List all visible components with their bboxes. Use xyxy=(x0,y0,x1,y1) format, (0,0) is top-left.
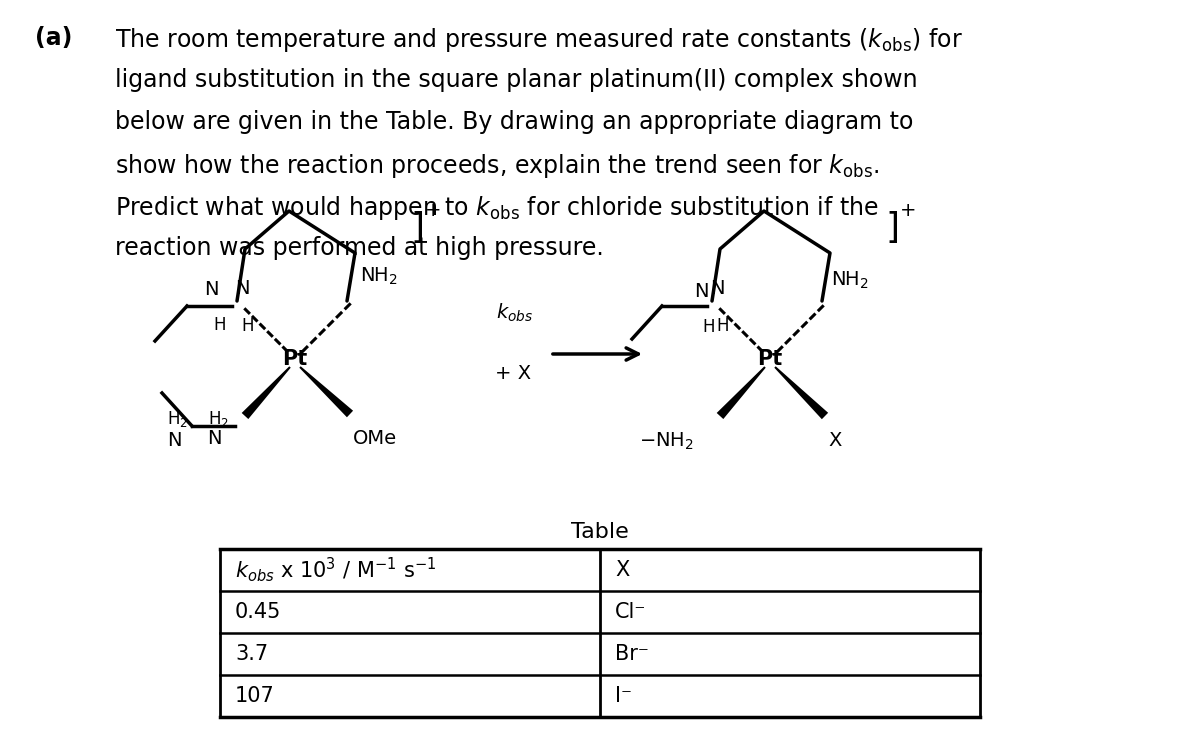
Text: +: + xyxy=(900,201,917,220)
Text: The room temperature and pressure measured rate constants ($k_{\mathregular{obs}: The room temperature and pressure measur… xyxy=(115,26,962,54)
Text: H: H xyxy=(702,318,715,336)
Polygon shape xyxy=(774,366,828,419)
Polygon shape xyxy=(241,366,290,419)
Text: Pt: Pt xyxy=(282,349,307,369)
Text: $k_{obs}$ x 10$^3$ / M$^{-1}$ s$^{-1}$: $k_{obs}$ x 10$^3$ / M$^{-1}$ s$^{-1}$ xyxy=(235,556,437,584)
Text: NH$_2$: NH$_2$ xyxy=(830,269,869,291)
Text: NH$_2$: NH$_2$ xyxy=(360,266,398,287)
Text: below are given in the Table. By drawing an appropriate diagram to: below are given in the Table. By drawing… xyxy=(115,110,913,134)
Text: Table: Table xyxy=(571,522,629,542)
Text: $-$NH$_2$: $-$NH$_2$ xyxy=(638,431,694,452)
Text: 107: 107 xyxy=(235,686,275,706)
Text: H: H xyxy=(214,316,226,334)
Text: (a): (a) xyxy=(35,26,72,50)
Text: H: H xyxy=(241,317,253,335)
FancyArrowPatch shape xyxy=(553,348,638,360)
Text: N: N xyxy=(695,282,709,301)
Text: 0.45: 0.45 xyxy=(235,602,281,622)
Text: $k_{obs}$: $k_{obs}$ xyxy=(497,302,534,324)
Text: Pt: Pt xyxy=(757,349,782,369)
Text: H$_2$: H$_2$ xyxy=(167,409,188,429)
Text: X: X xyxy=(616,560,629,580)
Text: ]: ] xyxy=(886,211,899,245)
Text: OMe: OMe xyxy=(353,429,397,448)
Text: reaction was performed at high pressure.: reaction was performed at high pressure. xyxy=(115,236,604,260)
Text: show how the reaction proceeds, explain the trend seen for $k_{\mathregular{obs}: show how the reaction proceeds, explain … xyxy=(115,152,880,180)
Text: N: N xyxy=(710,279,725,298)
Text: +: + xyxy=(425,201,442,220)
Polygon shape xyxy=(299,366,353,417)
Text: ]: ] xyxy=(410,211,424,245)
Text: N: N xyxy=(204,280,220,299)
Text: Br⁻: Br⁻ xyxy=(616,644,649,664)
Polygon shape xyxy=(716,366,766,419)
Text: H: H xyxy=(716,317,728,335)
Text: + X: + X xyxy=(496,364,532,383)
Text: N: N xyxy=(235,279,250,298)
Text: N: N xyxy=(168,431,182,450)
Text: H$_2$: H$_2$ xyxy=(208,409,229,429)
Text: X: X xyxy=(828,431,841,450)
Text: N: N xyxy=(208,429,222,448)
Text: 3.7: 3.7 xyxy=(235,644,268,664)
Text: ligand substitution in the square planar platinum(II) complex shown: ligand substitution in the square planar… xyxy=(115,68,918,92)
Text: I⁻: I⁻ xyxy=(616,686,632,706)
Text: Predict what would happen to $k_{\mathregular{obs}}$ for chloride substitution i: Predict what would happen to $k_{\mathre… xyxy=(115,194,878,222)
Text: Cl⁻: Cl⁻ xyxy=(616,602,647,622)
